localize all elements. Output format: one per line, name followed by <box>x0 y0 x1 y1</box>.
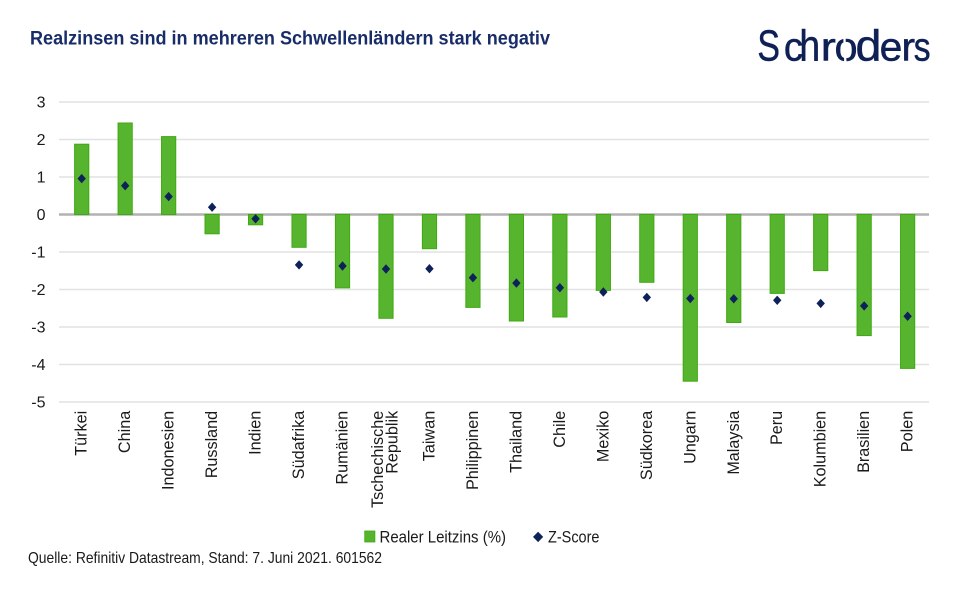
svg-text:S: S <box>757 21 780 70</box>
svg-text:Quelle: Refinitiv Datastream,: Quelle: Refinitiv Datastream, Stand: 7. … <box>28 550 382 567</box>
svg-text:1: 1 <box>37 170 46 187</box>
svg-text:0: 0 <box>37 207 46 224</box>
svg-text:Taiwan: Taiwan <box>420 411 438 461</box>
svg-text:Realzinsen sind in mehreren Sc: Realzinsen sind in mehreren Schwellenlän… <box>30 29 550 50</box>
svg-text:Polen: Polen <box>899 411 917 452</box>
svg-text:Thailand: Thailand <box>507 411 525 473</box>
svg-text:Rumänien: Rumänien <box>334 411 352 485</box>
svg-text:-5: -5 <box>31 395 45 412</box>
svg-text:Südafrika: Südafrika <box>290 411 308 479</box>
svg-text:Indien: Indien <box>247 411 265 455</box>
svg-text:3: 3 <box>37 95 46 112</box>
svg-text:Peru: Peru <box>768 411 786 445</box>
svg-text:Republik: Republik <box>384 410 402 474</box>
svg-text:Mexiko: Mexiko <box>594 411 612 462</box>
svg-text:-1: -1 <box>31 245 45 262</box>
svg-text:Brasilien: Brasilien <box>855 411 873 473</box>
svg-text:r: r <box>821 25 836 70</box>
svg-text:d: d <box>856 21 882 71</box>
svg-text:Tschechische: Tschechische <box>369 411 387 508</box>
svg-text:-4: -4 <box>31 357 45 374</box>
svg-text:Russland: Russland <box>203 411 221 479</box>
svg-text:h: h <box>799 21 820 71</box>
svg-text:Malaysia: Malaysia <box>725 411 743 475</box>
svg-text:s: s <box>914 25 931 69</box>
svg-text:-2: -2 <box>31 282 45 299</box>
svg-text:e: e <box>880 24 903 69</box>
svg-text:China: China <box>116 411 134 453</box>
svg-text:2: 2 <box>37 132 46 149</box>
svg-text:Chile: Chile <box>551 411 569 448</box>
svg-text:-3: -3 <box>31 320 45 337</box>
svg-text:Ungarn: Ungarn <box>681 411 699 464</box>
svg-text:o: o <box>835 24 858 69</box>
svg-text:Indonesien: Indonesien <box>160 411 178 490</box>
svg-text:Philippinen: Philippinen <box>464 411 482 490</box>
svg-text:Z-Score: Z-Score <box>548 528 600 547</box>
svg-text:Türkei: Türkei <box>73 411 91 456</box>
svg-text:r: r <box>902 24 916 70</box>
svg-text:c: c <box>784 25 803 70</box>
svg-text:Kolumbien: Kolumbien <box>812 411 830 488</box>
svg-text:Südkorea: Südkorea <box>638 411 656 480</box>
svg-text:Realer Leitzins (%): Realer Leitzins (%) <box>380 528 507 547</box>
